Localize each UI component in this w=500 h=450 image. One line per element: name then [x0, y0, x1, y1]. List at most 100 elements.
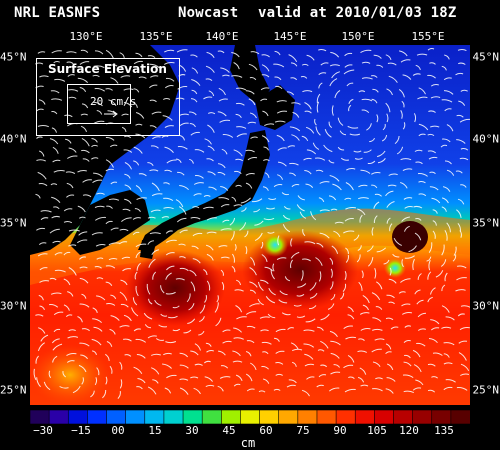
current-vector — [275, 85, 283, 90]
current-vector — [64, 114, 73, 118]
current-vector — [63, 221, 73, 224]
current-vector — [386, 217, 391, 224]
colorbar-swatch — [125, 410, 146, 424]
colorbar-swatch — [393, 410, 414, 424]
colorbar-swatch — [48, 410, 70, 424]
current-vector — [418, 193, 427, 197]
current-vector — [194, 149, 205, 153]
current-vector — [51, 50, 62, 54]
current-vector — [222, 74, 230, 77]
current-vector — [92, 307, 98, 314]
current-vector — [318, 271, 322, 282]
current-vector — [93, 101, 103, 107]
current-vector — [334, 89, 341, 99]
current-vector — [287, 145, 296, 148]
current-vector — [277, 161, 287, 167]
current-vector — [151, 193, 163, 197]
current-vector — [291, 134, 300, 141]
current-vector — [347, 354, 355, 363]
current-vector — [249, 267, 257, 276]
lat-label-left-30: 30°N — [0, 299, 27, 313]
current-vector — [414, 149, 423, 152]
current-vector — [49, 277, 57, 281]
current-vector — [231, 52, 240, 58]
current-vector — [276, 100, 287, 103]
current-vector — [204, 376, 214, 382]
lat-label-right-25: 25°N — [472, 383, 500, 397]
current-vector — [120, 303, 129, 308]
current-vector — [371, 184, 378, 189]
current-vector — [230, 231, 235, 241]
current-vector — [152, 136, 161, 140]
current-vector — [39, 280, 50, 283]
current-vector — [398, 291, 406, 294]
current-vector — [414, 232, 422, 241]
current-vector — [121, 217, 132, 222]
warm-eddy-central — [242, 230, 358, 310]
current-vector — [198, 330, 205, 336]
current-vector — [400, 158, 412, 161]
current-vector — [206, 217, 217, 221]
current-vector — [441, 305, 450, 313]
current-vector — [67, 291, 74, 297]
current-vector — [52, 355, 58, 363]
current-vector — [124, 135, 132, 139]
current-vector — [261, 366, 269, 370]
valid-time: valid at 2010/01/03 18Z — [258, 5, 457, 21]
current-vector — [345, 336, 357, 340]
current-vector — [386, 113, 389, 123]
current-vector — [179, 122, 189, 126]
current-vector — [371, 171, 381, 175]
current-vector — [250, 256, 255, 266]
colorbar-swatch — [106, 410, 127, 424]
honshu-land — [138, 130, 270, 250]
current-vector — [329, 78, 338, 87]
current-vector — [317, 326, 324, 331]
current-vector — [289, 172, 297, 177]
current-vector — [233, 62, 240, 70]
current-vector — [400, 182, 408, 189]
current-vector — [260, 329, 269, 332]
current-vector — [320, 62, 329, 66]
current-vector — [415, 379, 424, 386]
current-vector — [386, 88, 393, 96]
current-vector — [441, 197, 449, 204]
current-vector — [150, 209, 161, 213]
current-vector — [292, 111, 300, 118]
current-vector — [296, 293, 305, 297]
current-vector — [205, 78, 213, 81]
current-vector — [220, 186, 229, 191]
current-vector — [246, 388, 255, 392]
current-vector — [337, 117, 344, 126]
current-vector — [398, 88, 405, 98]
current-vector — [80, 113, 88, 116]
product-label: Nowcast — [178, 5, 239, 21]
current-vector — [412, 349, 421, 358]
current-vector — [119, 291, 128, 301]
current-vector — [343, 364, 354, 369]
current-vector — [147, 162, 154, 166]
current-vector — [147, 335, 157, 339]
current-vector — [328, 121, 333, 129]
current-vector — [428, 156, 438, 160]
current-vector — [261, 74, 270, 78]
current-vector — [37, 51, 46, 54]
current-vector — [149, 99, 157, 103]
current-vector — [96, 295, 106, 301]
current-vector — [305, 126, 315, 134]
current-vector — [263, 146, 270, 151]
current-vector — [49, 138, 59, 145]
current-vector — [166, 374, 177, 379]
current-vector — [250, 362, 257, 371]
current-vector — [304, 170, 312, 175]
current-vector — [135, 123, 143, 126]
current-vector — [444, 229, 448, 241]
current-vector — [249, 303, 260, 308]
current-vector — [386, 201, 395, 208]
current-vector — [220, 67, 230, 73]
current-vector — [187, 318, 196, 324]
current-vector — [94, 205, 105, 208]
colorbar-swatch — [374, 410, 395, 424]
current-vector — [164, 85, 174, 89]
current-vector — [192, 258, 201, 264]
